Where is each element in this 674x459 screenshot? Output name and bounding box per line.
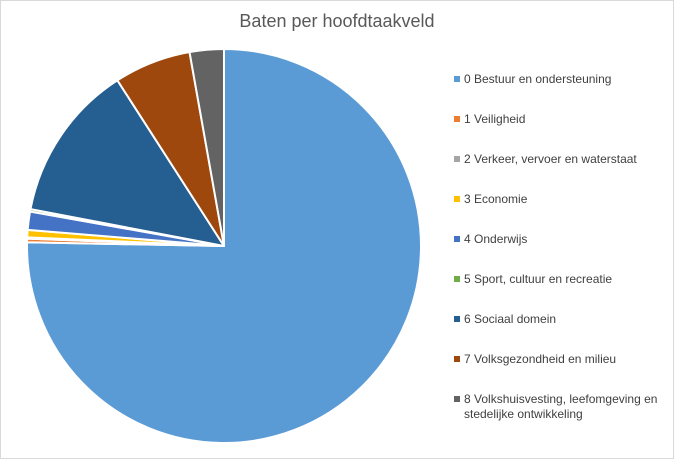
- pie-slice-8: [188, 48, 225, 247]
- legend-swatch-4: [454, 236, 460, 242]
- legend-label-6: 6 Sociaal domein: [464, 312, 557, 326]
- legend-swatch-6: [454, 316, 460, 322]
- legend-item-7: 7 Volksgezondheid en milieu: [454, 352, 669, 367]
- chart-title: Baten per hoofdtaakveld: [239, 11, 435, 31]
- legend-item-1: 1 Veiligheid: [454, 112, 669, 127]
- legend-item-8: 8 Volkshuisvesting, leefomgeving en sted…: [454, 392, 669, 422]
- legend-swatch-2: [454, 156, 460, 162]
- legend-item-0: 0 Bestuur en ondersteuning: [454, 72, 669, 87]
- legend-label-8: 8 Volkshuisvesting, leefomgeving en sted…: [464, 392, 658, 421]
- legend-label-5: 5 Sport, cultuur en recreatie: [464, 272, 613, 286]
- legend-label-7: 7 Volksgezondheid en milieu: [464, 352, 617, 366]
- pie-slice-6: [29, 79, 225, 247]
- legend-label-2: 2 Verkeer, vervoer en waterstaat: [464, 152, 637, 166]
- legend-item-6: 6 Sociaal domein: [454, 312, 669, 327]
- legend-swatch-0: [454, 76, 460, 82]
- legend-swatch-3: [454, 196, 460, 202]
- legend-item-2: 2 Verkeer, vervoer en waterstaat: [454, 152, 669, 167]
- legend-label-3: 3 Economie: [464, 192, 528, 206]
- legend-item-4: 4 Onderwijs: [454, 232, 669, 247]
- legend-label-0: 0 Bestuur en ondersteuning: [464, 72, 612, 86]
- legend-swatch-7: [454, 356, 460, 362]
- legend-swatch-1: [454, 116, 460, 122]
- legend-item-5: 5 Sport, cultuur en recreatie: [454, 272, 669, 287]
- legend-label-4: 4 Onderwijs: [464, 232, 528, 246]
- legend-swatch-5: [454, 276, 460, 282]
- legend-label-1: 1 Veiligheid: [464, 112, 526, 126]
- pie-slice-0: [26, 48, 422, 444]
- legend-item-3: 3 Economie: [454, 192, 669, 207]
- legend-swatch-8: [454, 396, 460, 402]
